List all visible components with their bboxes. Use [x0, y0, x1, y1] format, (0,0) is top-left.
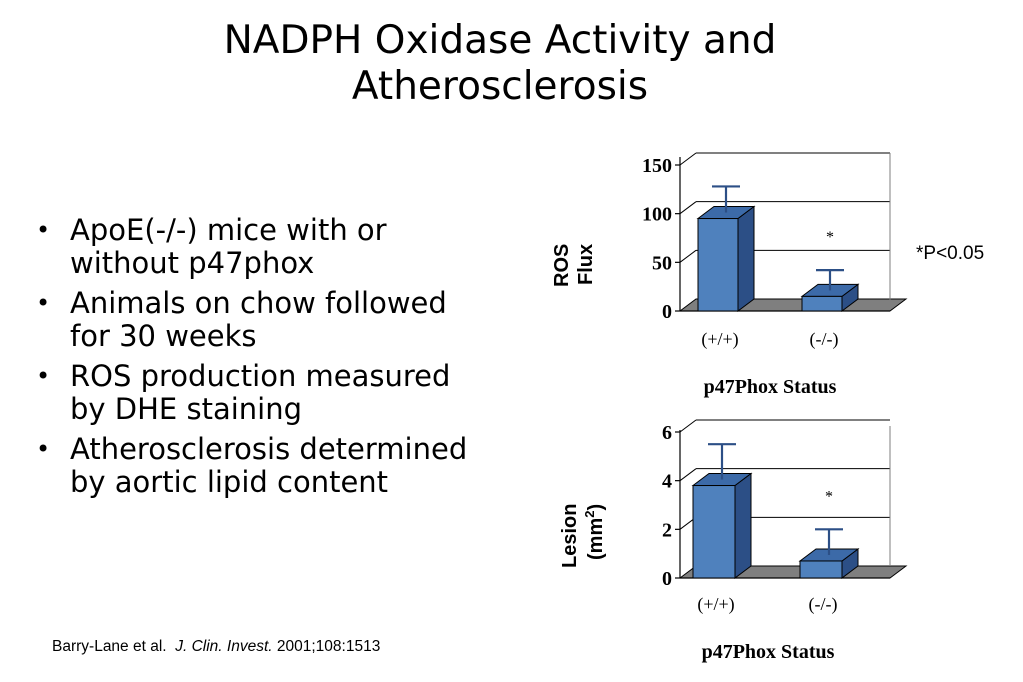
category-label: (-/-) — [809, 594, 838, 615]
citation: Barry-Lane et al. J. Clin. Invest. 2001;… — [52, 638, 380, 656]
tick-label: 2 — [662, 519, 672, 541]
ros-flux-chart: * 0 50 100 150 (+/+) (-/-) ROS p47Phox Statu… — [551, 152, 908, 398]
tick-label: 150 — [642, 155, 672, 177]
bullet-item: • Animals on chow followed for 30 weeks — [30, 287, 480, 353]
lesion-unit: (mm — [585, 518, 607, 560]
tick-label: 0 — [662, 301, 672, 323]
bullet-item: • ROS production measured by DHE staining — [30, 360, 480, 426]
bullet-icon: • — [36, 289, 51, 317]
bullet-text: ROS production measured by DHE staining — [70, 359, 451, 426]
title-line-1: NADPH Oxidase Activity and — [223, 18, 777, 63]
title-line-2: Atherosclerosis — [351, 64, 649, 109]
bullet-icon: • — [36, 216, 51, 244]
grid-diagonal — [679, 468, 697, 482]
lesion-ylabel-line-1: Lesion — [559, 504, 581, 568]
lesion-ylabel-line-2: (mm2) — [582, 504, 607, 560]
ros-category-labels: (+/+) (-/-) — [701, 329, 838, 350]
grid-diagonal — [679, 201, 697, 215]
bar-2: * — [798, 488, 860, 579]
bar-1 — [696, 185, 756, 312]
bullet-icon: • — [36, 435, 51, 463]
bullet-text: Animals on chow followed for 30 weeks — [70, 286, 447, 353]
ros-xlabel: p47Phox Status — [704, 376, 837, 398]
bar-2: * — [800, 229, 860, 312]
ros-bars: * — [696, 185, 860, 312]
citation-authors: Barry-Lane et al. — [52, 638, 167, 655]
tick-label: 4 — [662, 471, 672, 493]
bullet-item: • ApoE(-/-) mice with or without p47phox — [30, 214, 480, 280]
lesion-xlabel: p47Phox Status — [702, 641, 835, 663]
bullet-text: ApoE(-/-) mice with or without p47phox — [70, 213, 387, 280]
bar-front — [692, 485, 736, 579]
grid-diagonal — [679, 152, 697, 166]
tick-label: 6 — [662, 422, 672, 444]
bar-front — [697, 218, 739, 312]
lesion-tick-labels: 0 2 4 6 — [662, 422, 680, 590]
bar-front — [799, 560, 843, 579]
ros-ylabel-line-1: ROS — [551, 244, 573, 287]
significance-marker: * — [825, 488, 833, 505]
ros-tick-labels: 0 50 100 150 — [642, 155, 680, 323]
significance-marker: * — [826, 229, 834, 246]
lesion-category-labels: (+/+) (-/-) — [697, 594, 837, 615]
bar-1 — [691, 443, 753, 579]
ros-ylabel-line-2: Flux — [575, 244, 597, 285]
lesion-unit-close: ) — [585, 504, 607, 511]
lesion-bars: * — [691, 443, 860, 579]
bar-side — [737, 205, 755, 312]
tick-label: 0 — [662, 568, 672, 590]
significance-note: *P<0.05 — [916, 243, 985, 264]
bullet-list: • ApoE(-/-) mice with or without p47phox … — [30, 214, 480, 506]
tick-label: 50 — [652, 252, 672, 274]
bullet-text: Atherosclerosis determined by aortic lip… — [70, 432, 468, 499]
category-label: (+/+) — [697, 594, 734, 615]
slide-title: NADPH Oxidase Activity and Atheroscleros… — [100, 18, 900, 110]
bullet-icon: • — [36, 362, 51, 390]
bar-front — [801, 295, 843, 312]
lesion-unit-sup: 2 — [582, 511, 597, 518]
bullet-item: • Atherosclerosis determined by aortic li… — [30, 433, 480, 499]
grid-diagonal — [679, 419, 697, 433]
category-label: (+/+) — [701, 329, 738, 350]
category-label: (-/-) — [810, 329, 839, 350]
tick-label: 100 — [642, 204, 672, 226]
bar-side — [734, 472, 752, 579]
grid-diagonal — [679, 249, 697, 263]
citation-journal: J. Clin. Invest. — [175, 638, 273, 655]
citation-ref: 2001;108:1513 — [276, 638, 381, 655]
